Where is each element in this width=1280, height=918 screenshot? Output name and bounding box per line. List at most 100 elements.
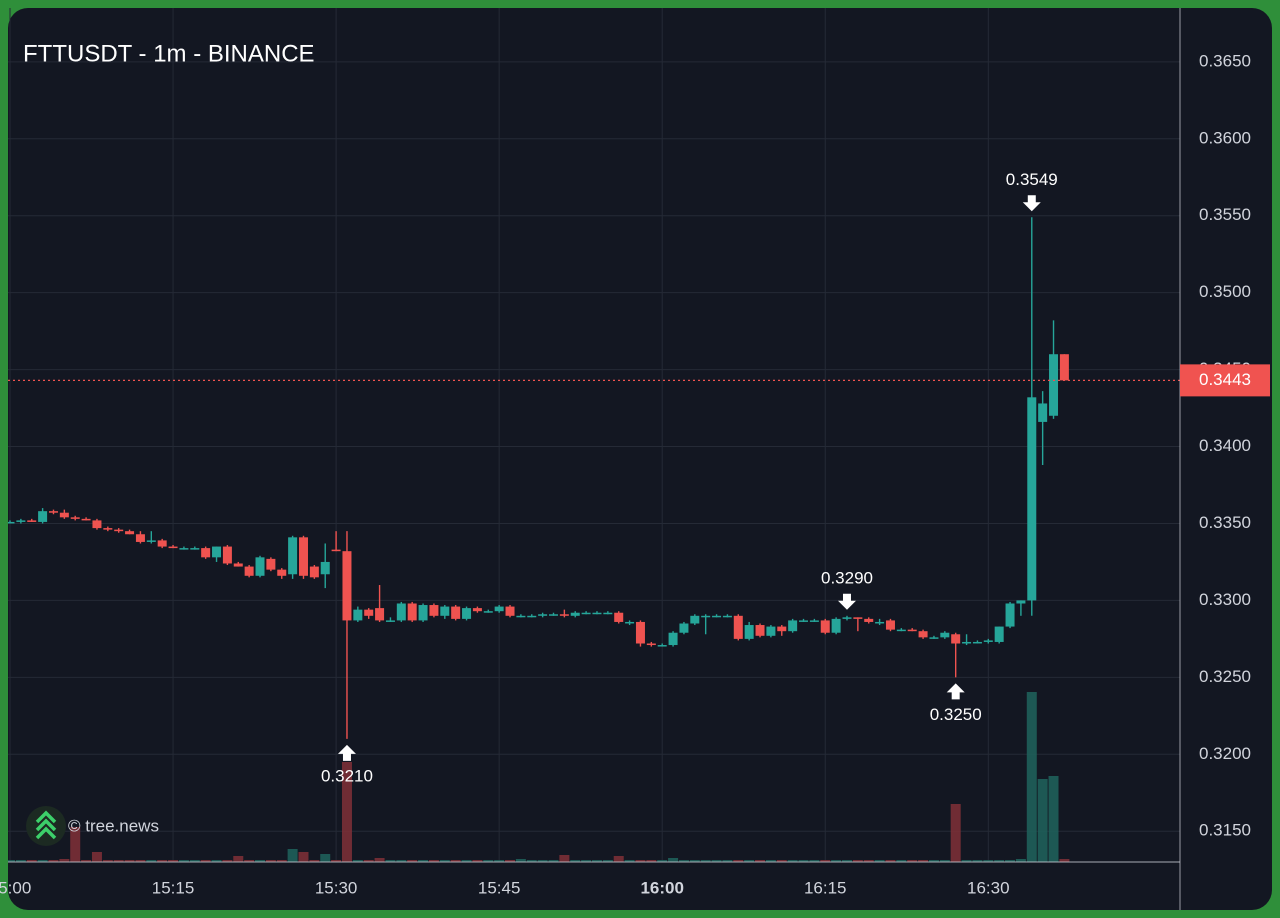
volume-bar bbox=[8, 860, 15, 862]
candle-body bbox=[375, 608, 385, 621]
candle-body bbox=[353, 609, 363, 621]
volume-bar bbox=[863, 860, 874, 862]
volume-bar bbox=[331, 860, 342, 862]
volume-bar bbox=[820, 860, 831, 862]
candle-body bbox=[1005, 603, 1015, 627]
candle-body bbox=[951, 634, 961, 644]
volume-bar bbox=[591, 860, 602, 862]
candle-body bbox=[929, 637, 939, 639]
candle-body bbox=[418, 605, 428, 621]
volume-bar bbox=[255, 860, 266, 862]
candle-body bbox=[668, 632, 678, 646]
volume-bar bbox=[559, 855, 570, 862]
candle-body bbox=[603, 612, 613, 615]
volume-bar bbox=[461, 860, 472, 862]
candle-body bbox=[277, 569, 287, 576]
volume-bar bbox=[972, 860, 983, 862]
volume-bar bbox=[244, 860, 255, 862]
annotation-arrow bbox=[337, 744, 356, 761]
volume-bar bbox=[233, 856, 244, 862]
volume-bar bbox=[287, 849, 298, 862]
candle-body bbox=[16, 520, 26, 522]
volume-bar bbox=[1037, 779, 1048, 862]
volume-bar bbox=[276, 860, 287, 862]
candle-body bbox=[483, 611, 493, 613]
annotation-arrow bbox=[946, 683, 965, 700]
candle-body bbox=[538, 614, 548, 616]
candle-body bbox=[592, 612, 602, 615]
volume-bar bbox=[700, 860, 711, 862]
candle-body bbox=[385, 620, 395, 622]
candle-body bbox=[135, 534, 145, 542]
y-tick-label: 0.3500 bbox=[1199, 282, 1251, 301]
candle-body bbox=[820, 620, 830, 633]
volume-bar bbox=[961, 860, 972, 862]
candle-body bbox=[799, 620, 809, 622]
volume-bar bbox=[657, 860, 668, 862]
volume-bar bbox=[48, 860, 59, 862]
candle-body bbox=[494, 606, 504, 612]
candle-body bbox=[222, 546, 232, 564]
y-tick-label: 0.3600 bbox=[1199, 128, 1251, 147]
candle-body bbox=[451, 606, 461, 619]
volume-bar bbox=[896, 860, 907, 862]
candle-body bbox=[581, 612, 591, 615]
volume-bar bbox=[396, 860, 407, 862]
volume-bar bbox=[26, 860, 37, 862]
volume-bar bbox=[928, 860, 939, 862]
volume-bar bbox=[841, 860, 852, 862]
candle-body bbox=[103, 528, 113, 530]
candle-body bbox=[962, 641, 972, 644]
candle-body bbox=[1016, 600, 1026, 604]
y-tick-label: 0.3250 bbox=[1199, 667, 1251, 686]
candle-body bbox=[766, 626, 776, 636]
volume-bar bbox=[624, 860, 635, 862]
volume-bar bbox=[646, 860, 657, 862]
volume-bar bbox=[570, 860, 581, 862]
volume-bar bbox=[950, 804, 961, 862]
candle-body bbox=[342, 551, 352, 621]
volume-bar bbox=[678, 860, 689, 862]
volume-bar bbox=[407, 860, 418, 862]
candle-body bbox=[885, 620, 895, 630]
candle-body bbox=[907, 629, 917, 632]
candle-body bbox=[831, 618, 841, 633]
candle-body bbox=[701, 615, 711, 618]
candle-body bbox=[864, 618, 874, 622]
volume-bar bbox=[733, 860, 744, 862]
volume-bar bbox=[515, 859, 526, 862]
candle-body bbox=[179, 548, 189, 550]
candle-body bbox=[755, 625, 765, 636]
chart-title: FTTUSDT - 1m - BINANCE bbox=[23, 40, 315, 67]
candle-body bbox=[266, 558, 276, 570]
volume-bar bbox=[1026, 692, 1037, 862]
volume-bar bbox=[168, 860, 179, 862]
volume-bar bbox=[1048, 776, 1059, 862]
x-tick-label: 16:00 bbox=[640, 878, 683, 897]
volume-bar bbox=[200, 860, 211, 862]
volume-bar bbox=[178, 860, 189, 862]
volume-bar bbox=[352, 860, 363, 862]
candle-body bbox=[146, 540, 156, 542]
volume-bar bbox=[668, 858, 679, 862]
volume-bar bbox=[852, 860, 863, 862]
candle-body bbox=[440, 606, 450, 616]
candle-body bbox=[994, 626, 1004, 642]
candle-body bbox=[255, 557, 265, 576]
volume-bar bbox=[483, 860, 494, 862]
volume-bar bbox=[983, 860, 994, 862]
candle-body bbox=[396, 603, 406, 621]
volume-bar bbox=[157, 860, 168, 862]
candle-body bbox=[27, 520, 37, 522]
volume-bar bbox=[1015, 859, 1026, 862]
volume-bar bbox=[15, 860, 26, 862]
candle-body bbox=[679, 623, 689, 633]
volume-bar bbox=[472, 860, 483, 862]
volume-bar bbox=[526, 860, 537, 862]
volume-bar bbox=[70, 827, 81, 862]
y-tick-label: 0.3300 bbox=[1199, 590, 1251, 609]
candle-body bbox=[690, 615, 700, 624]
volume-bar bbox=[320, 854, 331, 862]
volume-bar bbox=[135, 860, 146, 862]
candle-body bbox=[646, 643, 656, 646]
